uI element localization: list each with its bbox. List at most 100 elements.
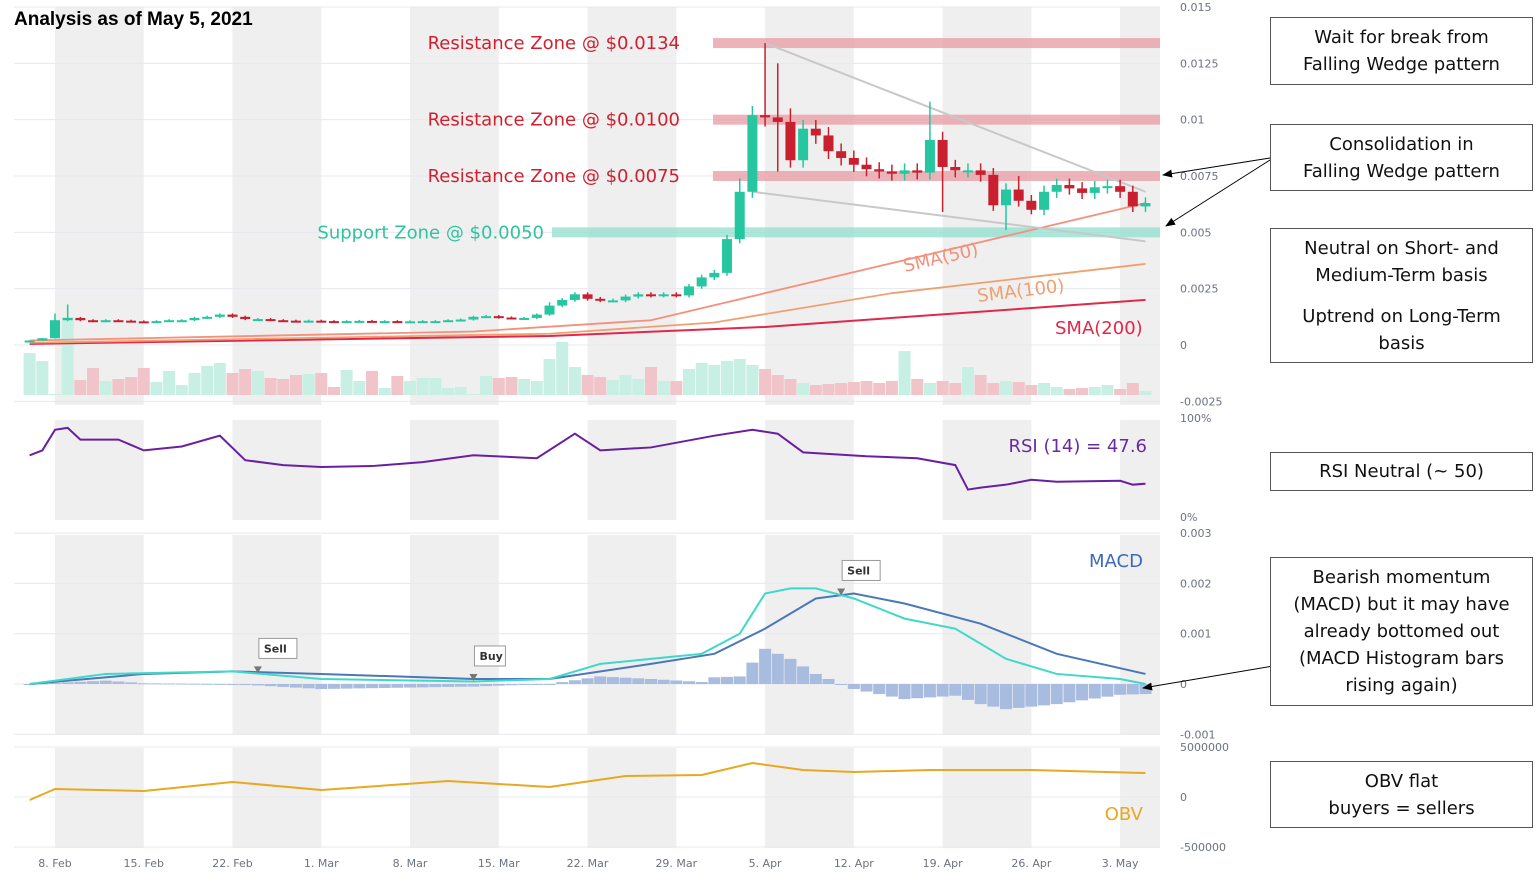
volume-bar	[264, 378, 277, 395]
week-shading	[1120, 420, 1160, 520]
macd-histogram-bar	[695, 681, 708, 684]
x-tick-label: 8. Feb	[38, 857, 71, 870]
macd-histogram-bar	[835, 684, 848, 685]
volume-bar	[974, 375, 987, 395]
signal-flag	[258, 637, 298, 659]
candle-body	[37, 338, 48, 341]
y-tick-label: 0.005	[1180, 226, 1212, 239]
annotation-text: Falling Wedge pattern	[1303, 160, 1500, 182]
macd-histogram-bar	[797, 666, 810, 684]
volume-bar	[835, 383, 848, 395]
candle-body	[88, 320, 99, 323]
volume-bar	[74, 380, 87, 395]
macd-histogram-bar	[1139, 684, 1152, 695]
candle-body	[747, 115, 758, 192]
zone-band	[713, 38, 1160, 49]
x-tick-label: 26. Apr	[1011, 857, 1051, 870]
candle-body	[100, 320, 111, 323]
macd-histogram-bar	[746, 662, 759, 684]
macd-histogram-bar	[1025, 684, 1038, 707]
macd-histogram-bar	[822, 678, 835, 684]
volume-bar	[809, 385, 822, 395]
volume-bar	[327, 387, 340, 395]
candle-body	[734, 191, 745, 240]
candle-body	[328, 321, 339, 324]
y-tick-label: 0.003	[1180, 527, 1212, 540]
volume-bar	[518, 379, 531, 395]
volume-bar	[683, 369, 695, 395]
annotation-text: Wait for break from	[1314, 27, 1489, 48]
macd-label: MACD	[1089, 551, 1143, 572]
macd-histogram-bar	[327, 684, 340, 689]
candle-body	[1001, 189, 1011, 206]
volume-bar	[581, 375, 594, 395]
y-tick-label: 0.01	[1180, 114, 1205, 127]
candle-body	[684, 286, 694, 296]
macd-axis: 0.003 0.002 0.001 0 -0.001	[1180, 527, 1215, 741]
volume-bar	[1025, 385, 1038, 395]
x-tick-label: 15. Feb	[124, 857, 164, 870]
candle-body	[202, 316, 213, 319]
candle-body	[798, 128, 809, 161]
volume-bar	[289, 375, 302, 395]
volume-bar	[1076, 388, 1089, 395]
volume-bar	[987, 383, 1000, 395]
volume-bar	[530, 381, 543, 395]
volume-bar	[1139, 391, 1152, 395]
macd-histogram-bar	[759, 648, 772, 684]
annotation-text: basis	[1378, 332, 1425, 354]
signal-flag	[473, 645, 506, 667]
annotation-box: Bearish momentum (MACD) but it may have al…	[1270, 557, 1533, 706]
obv-axis: 5000000 0 -500000	[1180, 741, 1229, 854]
macd-histogram-bar	[125, 682, 138, 684]
volume-bar	[721, 361, 734, 395]
macd-histogram-bar	[36, 683, 49, 685]
zone-label: Resistance Zone @ $0.0100	[428, 110, 680, 131]
volume-bar	[99, 381, 112, 395]
volume-bar	[251, 371, 264, 395]
macd-histogram-bar	[289, 684, 302, 688]
macd-histogram-bar	[340, 684, 353, 689]
candle-body	[620, 296, 631, 301]
macd-histogram-bar	[619, 677, 632, 684]
candle-body	[988, 174, 999, 206]
price-axis: 0.015 0.0125 0.01 0.0075 0.005 0.0025 0 -0.0025	[1180, 1, 1222, 408]
candle-body	[531, 314, 542, 318]
annotation-arrow	[1162, 157, 1271, 178]
candle-body	[1089, 187, 1100, 193]
candle-body	[1013, 189, 1024, 201]
candle-body	[405, 321, 416, 324]
macd-histogram-bar	[556, 682, 569, 684]
volume-bar	[911, 379, 924, 395]
macd-histogram-bar	[175, 683, 188, 685]
y-tick-label: 0.0125	[1180, 57, 1219, 70]
zone-label: Resistance Zone @ $0.0134	[428, 33, 680, 54]
annotation-text: Consolidation in	[1329, 133, 1474, 155]
macd-histogram-bar	[391, 684, 404, 688]
candle-body	[544, 305, 555, 315]
zone-band	[552, 227, 1160, 238]
candle-body	[1127, 191, 1138, 207]
sma100-line	[29, 262, 1146, 344]
week-shading	[587, 748, 677, 848]
week-shading	[765, 535, 854, 735]
macd-histogram-bar	[480, 684, 493, 687]
annotation-text: RSI Neutral (~ 50)	[1319, 461, 1484, 482]
macd-histogram-bar	[137, 683, 150, 685]
macd-histogram-bar	[809, 673, 822, 684]
candle-body	[671, 294, 682, 297]
macd-histogram-bar	[226, 684, 239, 685]
x-tick-label: 5. Apr	[749, 857, 782, 870]
volume-bar	[1101, 385, 1114, 395]
macd-histogram-bar	[315, 684, 328, 690]
candle-body	[595, 298, 606, 301]
candle-body	[265, 319, 276, 322]
macd-histogram-bar	[1088, 684, 1101, 699]
volume-bar	[556, 342, 569, 395]
macd-histogram-bar	[87, 681, 100, 684]
candle-body	[341, 321, 352, 324]
y-tick-label: 5000000	[1180, 741, 1229, 754]
macd-histogram-bar	[429, 684, 442, 688]
macd-histogram-bar	[492, 684, 505, 686]
candle-body	[658, 294, 669, 297]
